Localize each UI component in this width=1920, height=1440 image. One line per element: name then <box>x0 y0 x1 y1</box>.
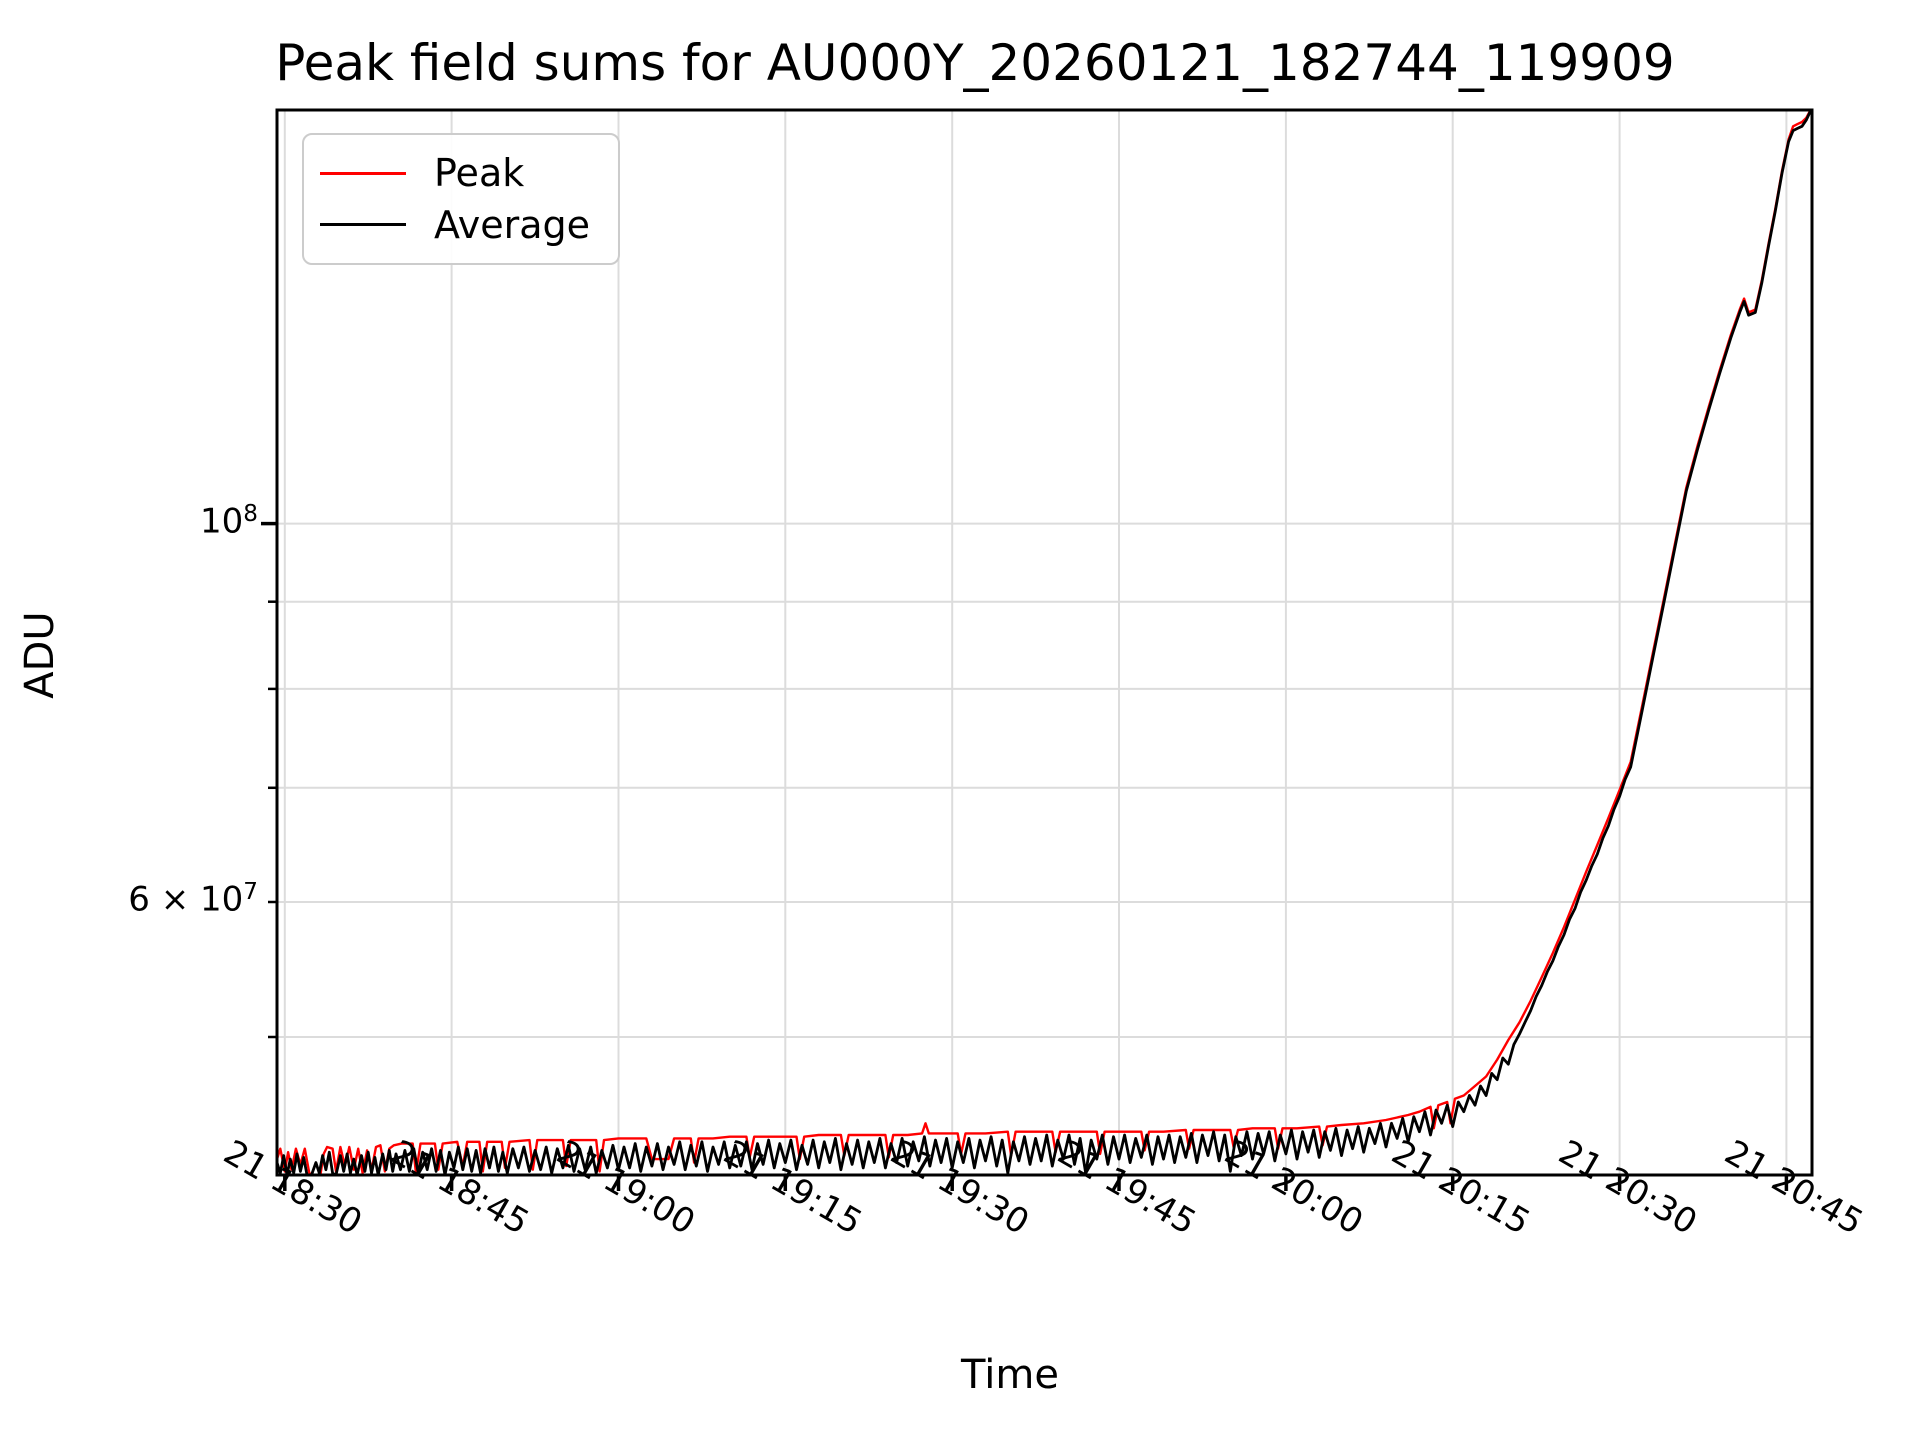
y-tick-label-1e8: 108 <box>200 500 258 542</box>
legend: Peak Average <box>302 133 620 265</box>
legend-label-average: Average <box>434 202 591 247</box>
peak-line-sample <box>320 171 406 175</box>
series-average-line <box>275 109 1813 1177</box>
y-tick-base: 6 × 10 <box>128 879 244 920</box>
chart-title: Peak field sums for AU000Y_20260121_1827… <box>275 34 1675 92</box>
y-tick-exp: 8 <box>243 500 258 527</box>
y-tick-label-6e7: 6 × 107 <box>128 878 258 920</box>
legend-entry-peak: Peak <box>314 154 608 192</box>
series-peak-line <box>275 108 1813 1177</box>
legend-entry-average: Average <box>314 206 608 244</box>
y-tick-base: 10 <box>200 501 244 542</box>
x-axis-label: Time <box>961 1352 1059 1398</box>
y-tick-exp: 7 <box>243 878 258 905</box>
legend-label-peak: Peak <box>434 151 525 196</box>
y-axis-label: ADU <box>17 611 63 699</box>
average-line-sample <box>320 223 406 227</box>
